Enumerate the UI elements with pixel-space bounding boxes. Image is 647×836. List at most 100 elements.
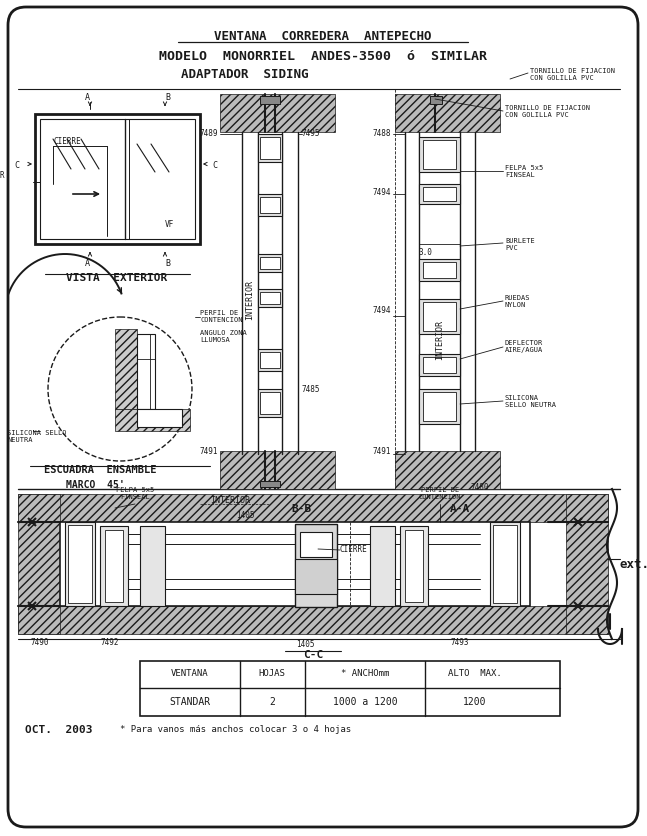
Text: A: A [85,93,89,101]
Text: 7495: 7495 [302,129,320,137]
Bar [65,522,95,606]
Bar [18,494,608,522]
Bar [419,299,460,334]
Text: FELPA 5x5
FINSEAL: FELPA 5x5 FINSEAL [505,165,543,178]
Text: SILICONA SELLO
NEUTRA: SILICONA SELLO NEUTRA [7,430,67,442]
Text: INTERIOR: INTERIOR [245,280,254,319]
Text: 2: 2 [269,696,275,706]
Bar [260,293,280,304]
Text: VF: VF [165,220,174,229]
Bar [260,393,280,415]
Text: RUEDAS
NYLON: RUEDAS NYLON [505,294,531,308]
Text: FELPA 5x5
FINSEAL: FELPA 5x5 FINSEAL [116,487,154,499]
Text: MODELO  MONORRIEL  ANDES-3500  ó  SIMILAR: MODELO MONORRIEL ANDES-3500 ó SIMILAR [159,50,487,63]
Bar [423,188,456,201]
Bar [260,198,280,214]
Text: ALTO  MAX.: ALTO MAX. [448,668,502,677]
Bar [295,524,337,607]
Text: VENTANA  CORREDERA  ANTEPECHO: VENTANA CORREDERA ANTEPECHO [214,30,432,43]
Text: MARCO  45': MARCO 45' [65,479,124,489]
Circle shape [48,318,192,461]
Bar [370,527,395,606]
Bar [566,494,608,635]
Text: 7489: 7489 [199,129,218,137]
Bar [137,410,182,427]
Bar [258,390,282,417]
Bar [419,260,460,282]
Bar [260,353,280,369]
Text: DEFLECTOR
AIRE/AGUA: DEFLECTOR AIRE/AGUA [505,339,543,353]
Bar [258,135,282,163]
Bar [258,289,282,308]
Bar [18,606,608,635]
Text: VISTA  EXTERIOR: VISTA EXTERIOR [67,273,168,283]
Text: * ANCHOmm: * ANCHOmm [341,668,389,677]
Bar [115,329,137,410]
Text: B: B [166,93,171,101]
Text: BURLETE
PVC: BURLETE PVC [505,237,535,251]
Text: 7490: 7490 [31,637,49,646]
Bar [490,522,520,606]
Text: C: C [212,161,217,170]
Bar [258,195,282,217]
Text: VENTANA: VENTANA [171,668,209,677]
Bar [258,255,282,273]
Text: C: C [14,161,19,170]
Text: 1000 a 1200: 1000 a 1200 [333,696,397,706]
Text: ESCUADRA  ENSAMBLE: ESCUADRA ENSAMBLE [44,465,156,475]
Bar [419,185,460,205]
Bar [35,115,200,245]
Bar [260,482,280,487]
Bar [423,303,456,332]
Text: PERFIL DE
CONTENCION: PERFIL DE CONTENCION [200,309,243,323]
Text: ADAPTADOR  SIDING: ADAPTADOR SIDING [181,68,309,81]
Text: 7494: 7494 [373,305,391,314]
Bar [220,451,335,489]
Bar [68,525,92,604]
Bar [260,257,280,270]
Bar [140,661,560,716]
Text: INTERIOR: INTERIOR [210,496,250,504]
Bar [258,349,282,371]
Bar [423,393,456,421]
Bar [400,527,428,606]
Bar [40,120,195,240]
Bar [423,358,456,374]
Text: INTERIOR: INTERIOR [435,319,444,359]
Text: 7491: 7491 [199,447,218,456]
Bar [60,522,530,606]
Bar [100,527,128,606]
Text: 3.0: 3.0 [419,247,433,257]
Text: 7493: 7493 [451,637,469,646]
Text: PERFIL DE
CONTENCION: PERFIL DE CONTENCION [419,487,461,499]
Bar [395,95,500,133]
Text: B: B [166,258,171,268]
Bar [419,354,460,376]
Bar [419,138,460,173]
Text: TORNILLO DE FIJACION
CON GOLILLA PVC: TORNILLO DE FIJACION CON GOLILLA PVC [530,68,615,81]
Text: 7485: 7485 [302,385,320,394]
Bar [298,564,334,584]
Bar [140,527,165,606]
Text: STANDAR: STANDAR [170,696,210,706]
Text: 1405: 1405 [296,640,314,648]
Text: A-A: A-A [450,503,470,513]
Text: 7492: 7492 [101,637,119,646]
Text: 7480: 7480 [471,482,489,492]
Text: DEFLECTOR: DEFLECTOR [0,171,5,179]
Text: * Para vanos más anchos colocar 3 o 4 hojas: * Para vanos más anchos colocar 3 o 4 ho… [120,724,351,733]
FancyBboxPatch shape [8,8,638,827]
Bar [260,138,280,160]
Bar [493,525,517,604]
Text: SILICONA
SELLO NEUTRA: SILICONA SELLO NEUTRA [505,395,556,407]
Text: ANGULO ZONA
LLUMOSA: ANGULO ZONA LLUMOSA [200,329,247,343]
Bar [260,97,280,104]
Bar [300,533,332,558]
Bar [405,530,423,602]
Text: 1405: 1405 [236,511,254,519]
Bar [220,95,335,133]
Bar [137,334,155,410]
Bar [423,140,456,170]
Text: A: A [85,258,89,268]
Text: ext.: ext. [620,558,647,571]
